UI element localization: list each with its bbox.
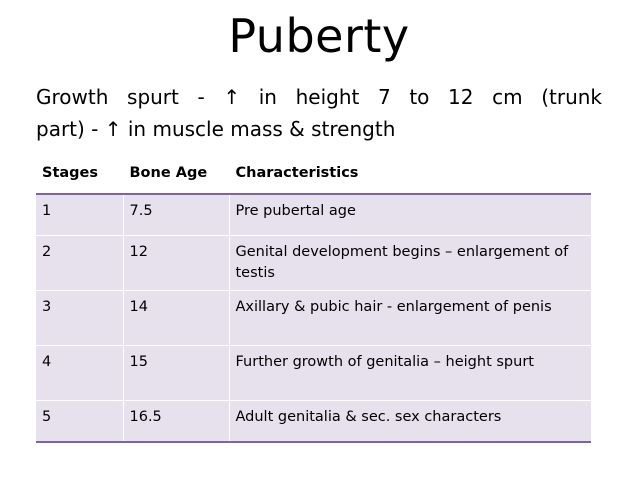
header-stages: Stages [36,153,123,195]
stage-cell: 2 [36,235,123,291]
intro-text: Growth spurt - ↑ in height 7 to 12 cm (t… [36,81,602,145]
characteristics-cell: Axillary & pubic hair - enlargement of p… [228,290,591,346]
characteristics-cell: Further growth of genitalia – height spu… [228,345,591,401]
stage-cell: 5 [36,400,123,443]
header-bone-age: Bone Age [122,153,229,195]
bone-age-cell: 15 [122,345,229,401]
intro-line-2: part) - ↑ in muscle mass & strength [36,117,396,141]
table-row: 1 7.5 Pre pubertal age [36,193,591,236]
stage-cell: 1 [36,193,123,236]
stage-cell: 3 [36,290,123,346]
table-row: 3 14 Axillary & pubic hair - enlargement… [36,290,591,346]
characteristics-cell: Genital development begins – enlargement… [228,235,591,291]
characteristics-cell: Pre pubertal age [228,193,591,236]
slide-title: Puberty [228,9,410,63]
header-characteristics: Characteristics [228,153,591,195]
bone-age-cell: 7.5 [122,193,229,236]
characteristics-cell: Adult genitalia & sec. sex characters [228,400,591,443]
table-row: 2 12 Genital development begins – enlarg… [36,235,591,291]
stages-table: Stages Bone Age Characteristics 1 7.5 Pr… [36,153,591,443]
bone-age-cell: 16.5 [122,400,229,443]
stage-cell: 4 [36,345,123,401]
table-row: 5 16.5 Adult genitalia & sec. sex charac… [36,400,591,443]
table-row: 4 15 Further growth of genitalia – heigh… [36,345,591,401]
bone-age-cell: 12 [122,235,229,291]
bone-age-cell: 14 [122,290,229,346]
table-header-row: Stages Bone Age Characteristics [36,153,591,195]
intro-line-1: Growth spurt - ↑ in height 7 to 12 cm (t… [36,85,602,109]
